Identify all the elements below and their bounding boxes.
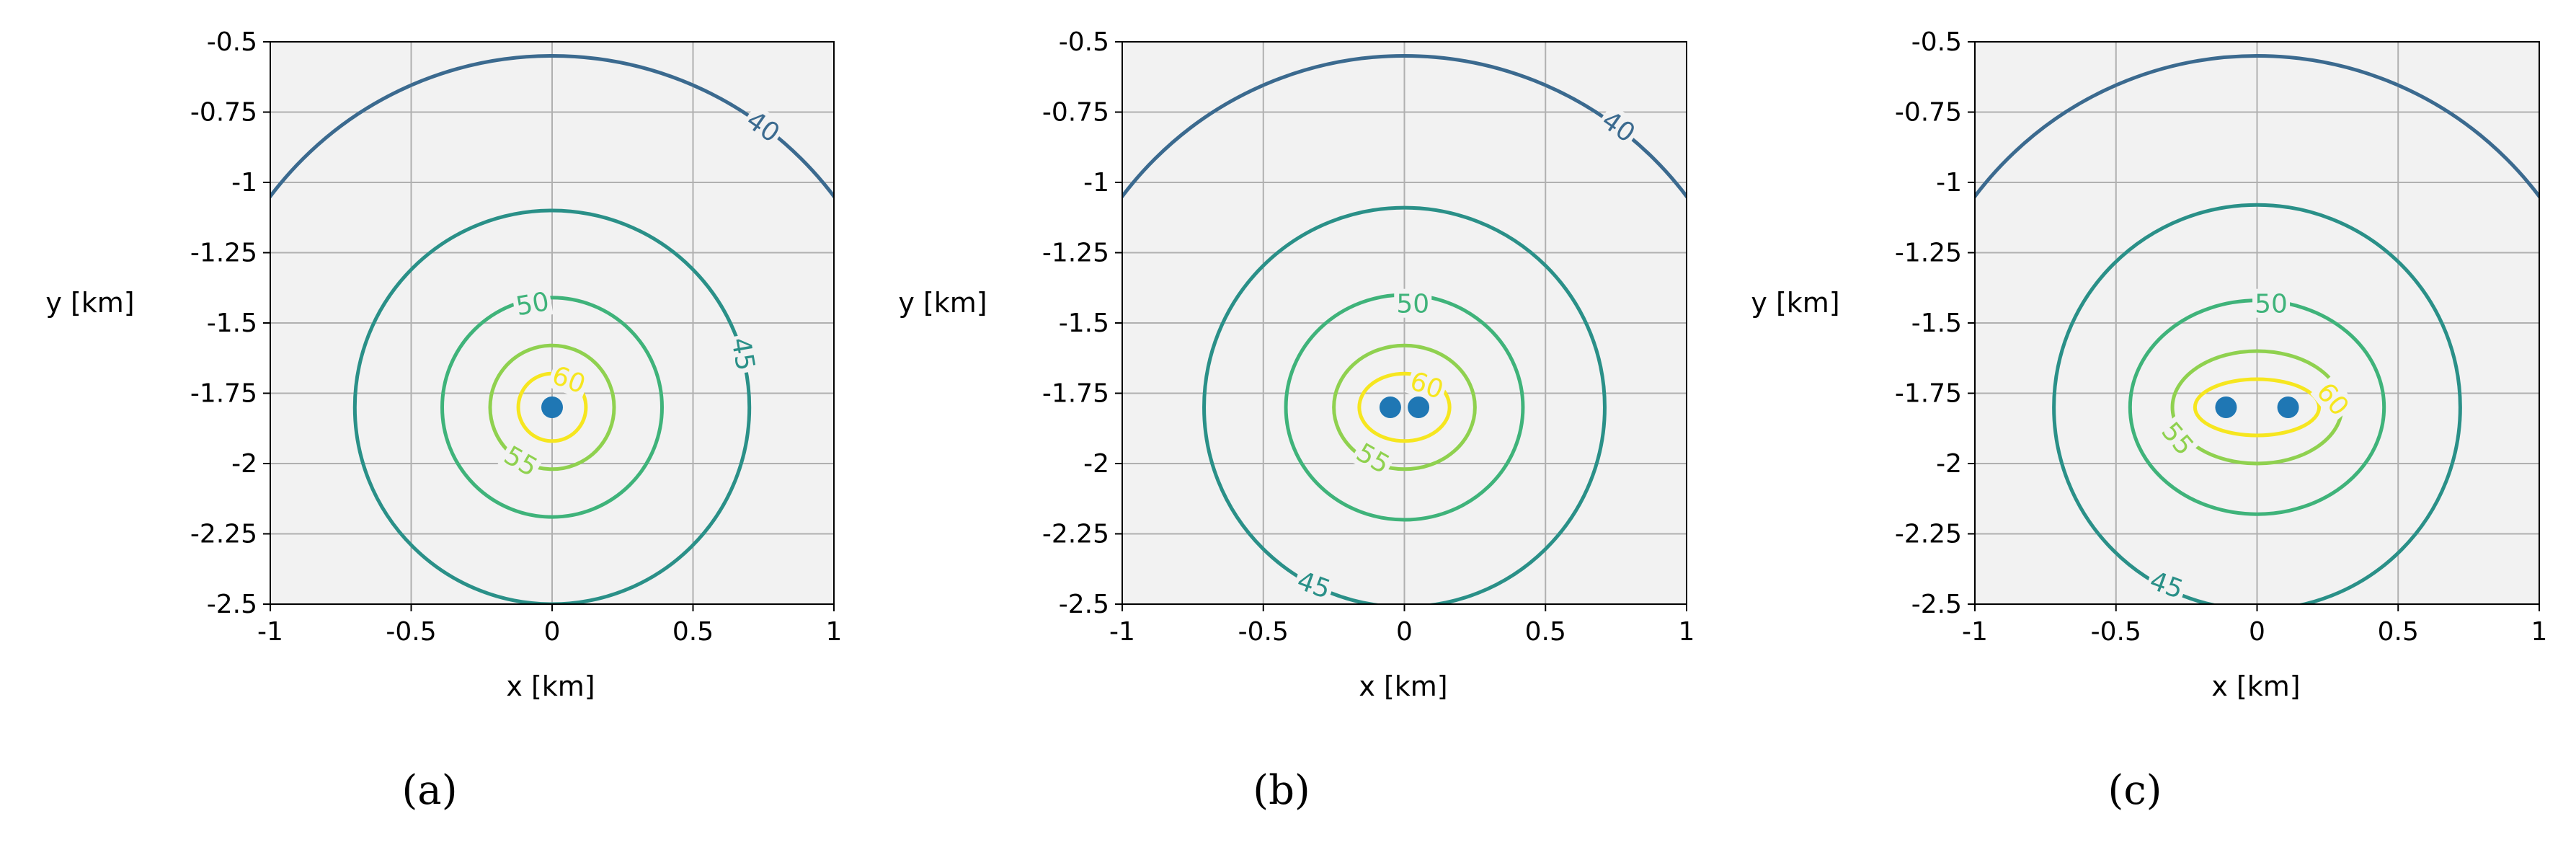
contour-label-bg (546, 359, 592, 399)
source-marker (1408, 397, 1430, 418)
contour-label-bg (1404, 365, 1450, 405)
contour-label-50: 50 (2255, 290, 2288, 319)
source-marker (541, 397, 563, 418)
contour-label-bg (1595, 103, 1643, 149)
x-tick-label: 0.5 (1525, 617, 1566, 647)
contour-label-bg (740, 103, 788, 149)
y-tick-label: -2.5 (1911, 590, 1962, 619)
panel-caption: (a) (401, 767, 457, 814)
contour-label-bg (726, 332, 762, 375)
y-tick-label: -1.75 (1895, 379, 1962, 409)
contour-40 (270, 54, 834, 200)
contour-label-bg (1349, 435, 1397, 480)
x-tick-label: 1 (1679, 617, 1695, 647)
x-axis-label: x [km] (506, 670, 595, 702)
y-tick-label: -2.25 (1042, 520, 1109, 549)
source-marker (2277, 397, 2299, 418)
panel-b: (b) x [km] y [km] -1 -0.5 0 0.5 1 -0.5 -0.75 -1… (898, 27, 1695, 814)
x-tick-label: 0 (2249, 617, 2265, 647)
y-axis-label: y [km] (1751, 287, 1839, 319)
x-tick-label: -1 (1962, 617, 1988, 647)
x-tick-label: 1 (826, 617, 843, 647)
panel-caption: (c) (2108, 767, 2162, 814)
source-marker (2215, 397, 2237, 418)
contour-label-bg (1291, 564, 1337, 605)
contour-label-bg (2144, 564, 2190, 605)
contour-lines (270, 54, 834, 604)
x-tick-label: 0 (1396, 617, 1413, 647)
y-tick-label: -1.25 (190, 239, 257, 268)
contour-label-bg (511, 285, 554, 321)
contour-45 (2052, 203, 2462, 604)
y-tick-label: -2 (1936, 449, 1962, 479)
y-tick-label: -0.75 (190, 98, 257, 128)
contour-45 (1202, 205, 1607, 604)
x-tick-label: 0 (544, 617, 561, 647)
y-tick-label: -0.75 (1042, 98, 1109, 128)
contour-label-bg (1394, 288, 1432, 318)
plot-frame (270, 41, 835, 605)
x-tick-label: -0.5 (386, 617, 436, 647)
y-tick-label: -1 (1936, 168, 1962, 198)
contour-50 (440, 296, 664, 519)
y-tick-label: -0.5 (1911, 27, 1962, 57)
panel-c: (c) x [km] y [km] -1 -0.5 0 0.5 1 -0.5 -0.75 -1… (1751, 27, 2548, 814)
contour-60 (1357, 371, 1452, 443)
y-tick-label: -1.5 (1059, 309, 1109, 338)
y-tick-label: -1 (231, 168, 257, 198)
plot-frame (1974, 41, 2540, 605)
x-tick-label: -1 (1109, 617, 1135, 647)
x-axis-label: x [km] (2211, 670, 2300, 702)
source-marker (1379, 397, 1401, 418)
y-tick-label: -0.5 (1059, 27, 1109, 57)
y-tick-label: -1.5 (1911, 309, 1962, 338)
contour-label-50: 50 (1396, 290, 1429, 319)
y-tick-label: -2.25 (190, 520, 257, 549)
x-tick-label: -1 (257, 617, 283, 647)
y-tick-label: -0.75 (1895, 98, 1962, 128)
contour-45 (352, 208, 752, 604)
x-tick-label: 1 (2531, 617, 2548, 647)
y-tick-label: -2.5 (1059, 590, 1109, 619)
x-axis-label: x [km] (1359, 670, 1447, 702)
contour-label-bg (497, 438, 545, 483)
contour-55 (488, 343, 616, 471)
x-tick-label: 0.5 (672, 617, 714, 647)
y-tick-label: -2.5 (207, 590, 257, 619)
plot-frame (1122, 41, 1687, 605)
panel-caption: (b) (1253, 767, 1310, 814)
y-tick-label: -1 (1083, 168, 1109, 198)
y-tick-label: -2 (1083, 449, 1109, 479)
contour-40 (1122, 54, 1687, 200)
x-tick-label: -0.5 (2091, 617, 2141, 647)
contour-55 (1332, 343, 1477, 471)
y-tick-label: -1.75 (1042, 379, 1109, 409)
y-tick-label: -1.5 (207, 309, 257, 338)
contour-label-bg (2154, 415, 2201, 462)
y-tick-label: -0.5 (207, 27, 257, 57)
y-tick-label: -2.25 (1895, 520, 1962, 549)
panel-a: (a) x [km] y [km] -1 -0.5 0 0.5 1 -0.5 -0.75 -1… (45, 27, 843, 814)
y-tick-label: -2 (231, 449, 257, 479)
contour-label-bg (2310, 375, 2357, 423)
contour-60 (2193, 377, 2322, 438)
y-tick-label: -1.75 (190, 379, 257, 409)
contour-label-50: 50 (514, 287, 551, 322)
x-tick-label: 0.5 (2378, 617, 2419, 647)
y-axis-label: y [km] (45, 287, 134, 319)
contour-label-bg (2252, 288, 2291, 318)
y-tick-label: -1.25 (1895, 239, 1962, 268)
contour-label-45: 45 (725, 335, 760, 373)
contour-40 (1975, 54, 2539, 200)
y-axis-label: y [km] (898, 287, 987, 319)
y-tick-label: -1.25 (1042, 239, 1109, 268)
x-tick-label: -0.5 (1238, 617, 1289, 647)
